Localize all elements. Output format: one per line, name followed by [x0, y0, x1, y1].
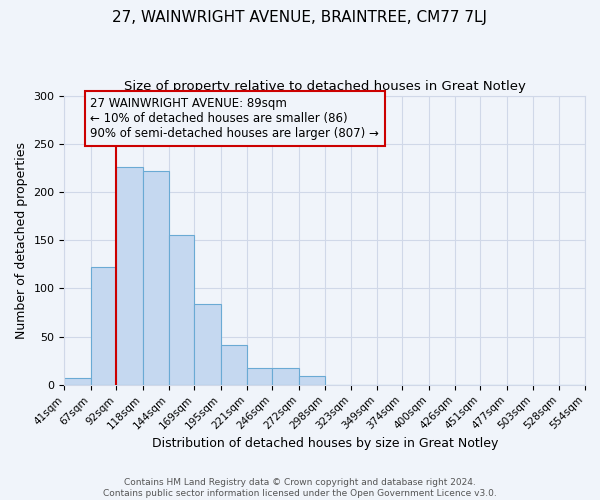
Bar — [194, 304, 221, 385]
Text: 27, WAINWRIGHT AVENUE, BRAINTREE, CM77 7LJ: 27, WAINWRIGHT AVENUE, BRAINTREE, CM77 7… — [113, 10, 487, 25]
Bar — [143, 171, 169, 385]
Y-axis label: Number of detached properties: Number of detached properties — [15, 142, 28, 338]
Text: Contains HM Land Registry data © Crown copyright and database right 2024.
Contai: Contains HM Land Registry data © Crown c… — [103, 478, 497, 498]
Bar — [299, 376, 325, 385]
Text: 27 WAINWRIGHT AVENUE: 89sqm
← 10% of detached houses are smaller (86)
90% of sem: 27 WAINWRIGHT AVENUE: 89sqm ← 10% of det… — [91, 97, 379, 140]
Bar — [64, 378, 91, 385]
Title: Size of property relative to detached houses in Great Notley: Size of property relative to detached ho… — [124, 80, 526, 93]
Bar — [91, 267, 116, 385]
Bar — [247, 368, 272, 385]
Bar — [169, 236, 194, 385]
Bar — [116, 167, 143, 385]
Bar — [272, 368, 299, 385]
X-axis label: Distribution of detached houses by size in Great Notley: Distribution of detached houses by size … — [152, 437, 498, 450]
Bar — [221, 346, 247, 385]
